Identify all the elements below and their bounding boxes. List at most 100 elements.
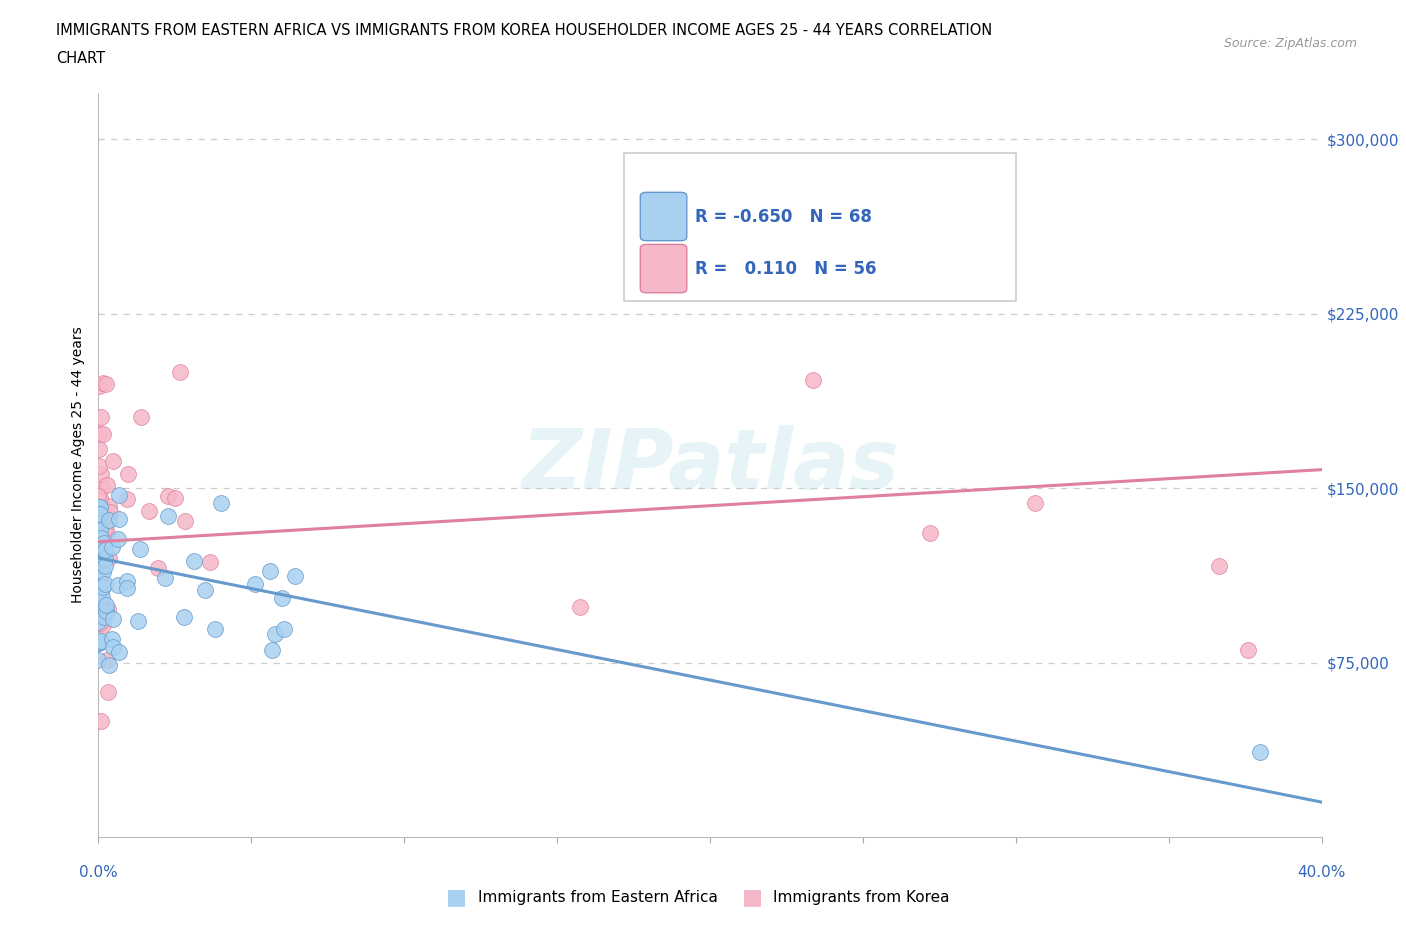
Point [117, 574, 139, 589]
Point [173, 609, 195, 624]
Point [89, 544, 111, 559]
Point [91, 590, 114, 604]
Point [93, 618, 115, 632]
Point [127, 614, 149, 629]
Point [91, 427, 114, 442]
Point [94, 542, 117, 557]
Point [174, 513, 197, 528]
Text: IMMIGRANTS FROM EASTERN AFRICA VS IMMIGRANTS FROM KOREA HOUSEHOLDER INCOME AGES : IMMIGRANTS FROM EASTERN AFRICA VS IMMIGR… [56, 23, 993, 38]
Point [97, 512, 120, 527]
Point [87, 601, 110, 616]
Point [98, 498, 121, 513]
Point [153, 571, 176, 586]
Point [96, 477, 118, 492]
Point [90, 713, 112, 728]
Point [90, 410, 112, 425]
Point [107, 578, 129, 592]
Point [117, 580, 139, 595]
Point [209, 495, 232, 510]
Point [284, 568, 307, 583]
Point [263, 627, 285, 642]
Text: R =   0.110   N = 56: R = 0.110 N = 56 [696, 259, 877, 277]
Point [94, 559, 117, 574]
Point [108, 512, 131, 526]
Point [1249, 745, 1271, 760]
Point [129, 410, 152, 425]
Point [87, 615, 110, 630]
Point [89, 634, 111, 649]
Point [107, 532, 129, 547]
Point [260, 642, 283, 657]
Point [101, 539, 124, 554]
Point [89, 523, 111, 538]
Point [89, 499, 111, 514]
Point [912, 225, 935, 240]
Point [87, 427, 110, 442]
Point [87, 554, 110, 569]
Point [637, 179, 661, 193]
Point [194, 582, 217, 597]
Point [94, 577, 117, 591]
Point [98, 505, 121, 520]
Point [87, 653, 110, 668]
Point [94, 521, 117, 536]
Point [94, 598, 117, 613]
Point [89, 539, 111, 554]
Point [270, 591, 292, 605]
Text: Immigrants from Eastern Africa: Immigrants from Eastern Africa [478, 890, 718, 905]
Point [96, 525, 118, 540]
Point [117, 491, 139, 506]
Point [87, 561, 110, 576]
Point [87, 586, 110, 601]
Point [89, 499, 111, 514]
Point [90, 531, 112, 546]
Text: CHART: CHART [56, 51, 105, 66]
Point [91, 542, 114, 557]
Point [87, 441, 110, 456]
Text: 40.0%: 40.0% [1298, 865, 1346, 880]
Point [243, 577, 266, 591]
Point [91, 556, 114, 571]
Point [101, 640, 124, 655]
Point [183, 553, 205, 568]
Point [107, 644, 129, 659]
Point [803, 372, 825, 387]
Point [1208, 558, 1230, 573]
Point [89, 507, 111, 522]
Point [91, 565, 114, 579]
Point [918, 525, 941, 540]
Point [883, 248, 905, 263]
Point [90, 467, 112, 482]
Point [1024, 496, 1046, 511]
Point [156, 488, 179, 503]
Point [89, 579, 111, 594]
Point [93, 610, 115, 625]
Point [117, 467, 139, 482]
Text: Source: ZipAtlas.com: Source: ZipAtlas.com [1223, 37, 1357, 50]
Point [103, 612, 125, 627]
Point [91, 376, 114, 391]
Point [94, 551, 117, 566]
Point [89, 542, 111, 557]
Point [87, 636, 110, 651]
Point [852, 155, 875, 170]
Point [259, 564, 281, 578]
Text: R = -0.650   N = 68: R = -0.650 N = 68 [696, 207, 872, 225]
Point [273, 622, 295, 637]
Point [204, 622, 226, 637]
Point [91, 479, 114, 494]
Point [91, 499, 114, 514]
Point [165, 490, 187, 505]
Point [89, 520, 111, 535]
Point [146, 560, 169, 575]
Point [94, 377, 117, 392]
Point [89, 379, 111, 393]
Point [568, 599, 591, 614]
Point [91, 548, 114, 563]
Point [157, 509, 180, 524]
Point [1237, 642, 1260, 657]
Point [138, 503, 160, 518]
Point [97, 551, 120, 565]
Point [89, 616, 111, 631]
Point [89, 593, 111, 608]
